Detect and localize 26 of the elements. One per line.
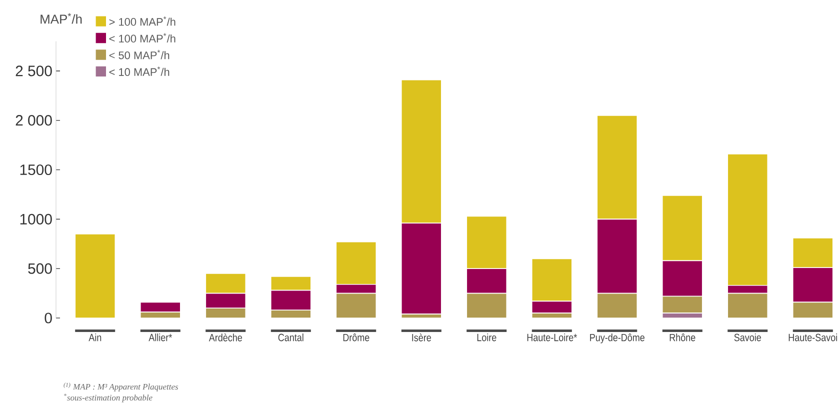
legend-label: > 100 MAP$^{*}$/h — [109, 16, 176, 26]
x-tick-label: Isère — [412, 334, 431, 342]
y-tick-label: 0 — [44, 312, 52, 324]
y-tick-label: 2 500 — [16, 66, 52, 76]
x-tick-label: Cantal — [278, 334, 304, 342]
legend-label: < 100 MAP$^{*}$/h — [109, 33, 176, 42]
x-tick-label: Allier* — [148, 334, 172, 342]
y-tick-label: 2 000 — [16, 115, 52, 126]
text: $^{(1)}$ MAP : M³ Apparent Plaquettes — [64, 382, 178, 392]
y-tick-label: 1500 — [20, 164, 52, 176]
bar — [74, 234, 116, 318]
x-tick-label: Rhône — [670, 334, 696, 342]
x-tick-label: Puy-de-Dôme — [590, 334, 644, 344]
x-tick-label: Ardèche — [208, 334, 242, 342]
text: $^{*}$sous-estimation probable — [64, 394, 152, 402]
x-tick-label: Haute-Savoi — [788, 334, 838, 342]
x-tick-label: Savoie — [734, 334, 761, 342]
y-tick-label: 500 — [28, 263, 52, 274]
x-tick-label: Haute-Loire* — [527, 334, 577, 342]
y-tick-label: 1000 — [20, 214, 52, 224]
x-tick-label: Ain — [88, 334, 102, 342]
legend-label: < 50 MAP$^{*}$/h — [109, 50, 170, 60]
legend-label: < 10 MAP$^{*}$/h — [109, 66, 170, 76]
x-tick-label: Loire — [477, 334, 496, 342]
x-tick-label: Drôme — [343, 334, 370, 342]
y-axis-title: MAP$^{*}$/h — [40, 13, 82, 24]
